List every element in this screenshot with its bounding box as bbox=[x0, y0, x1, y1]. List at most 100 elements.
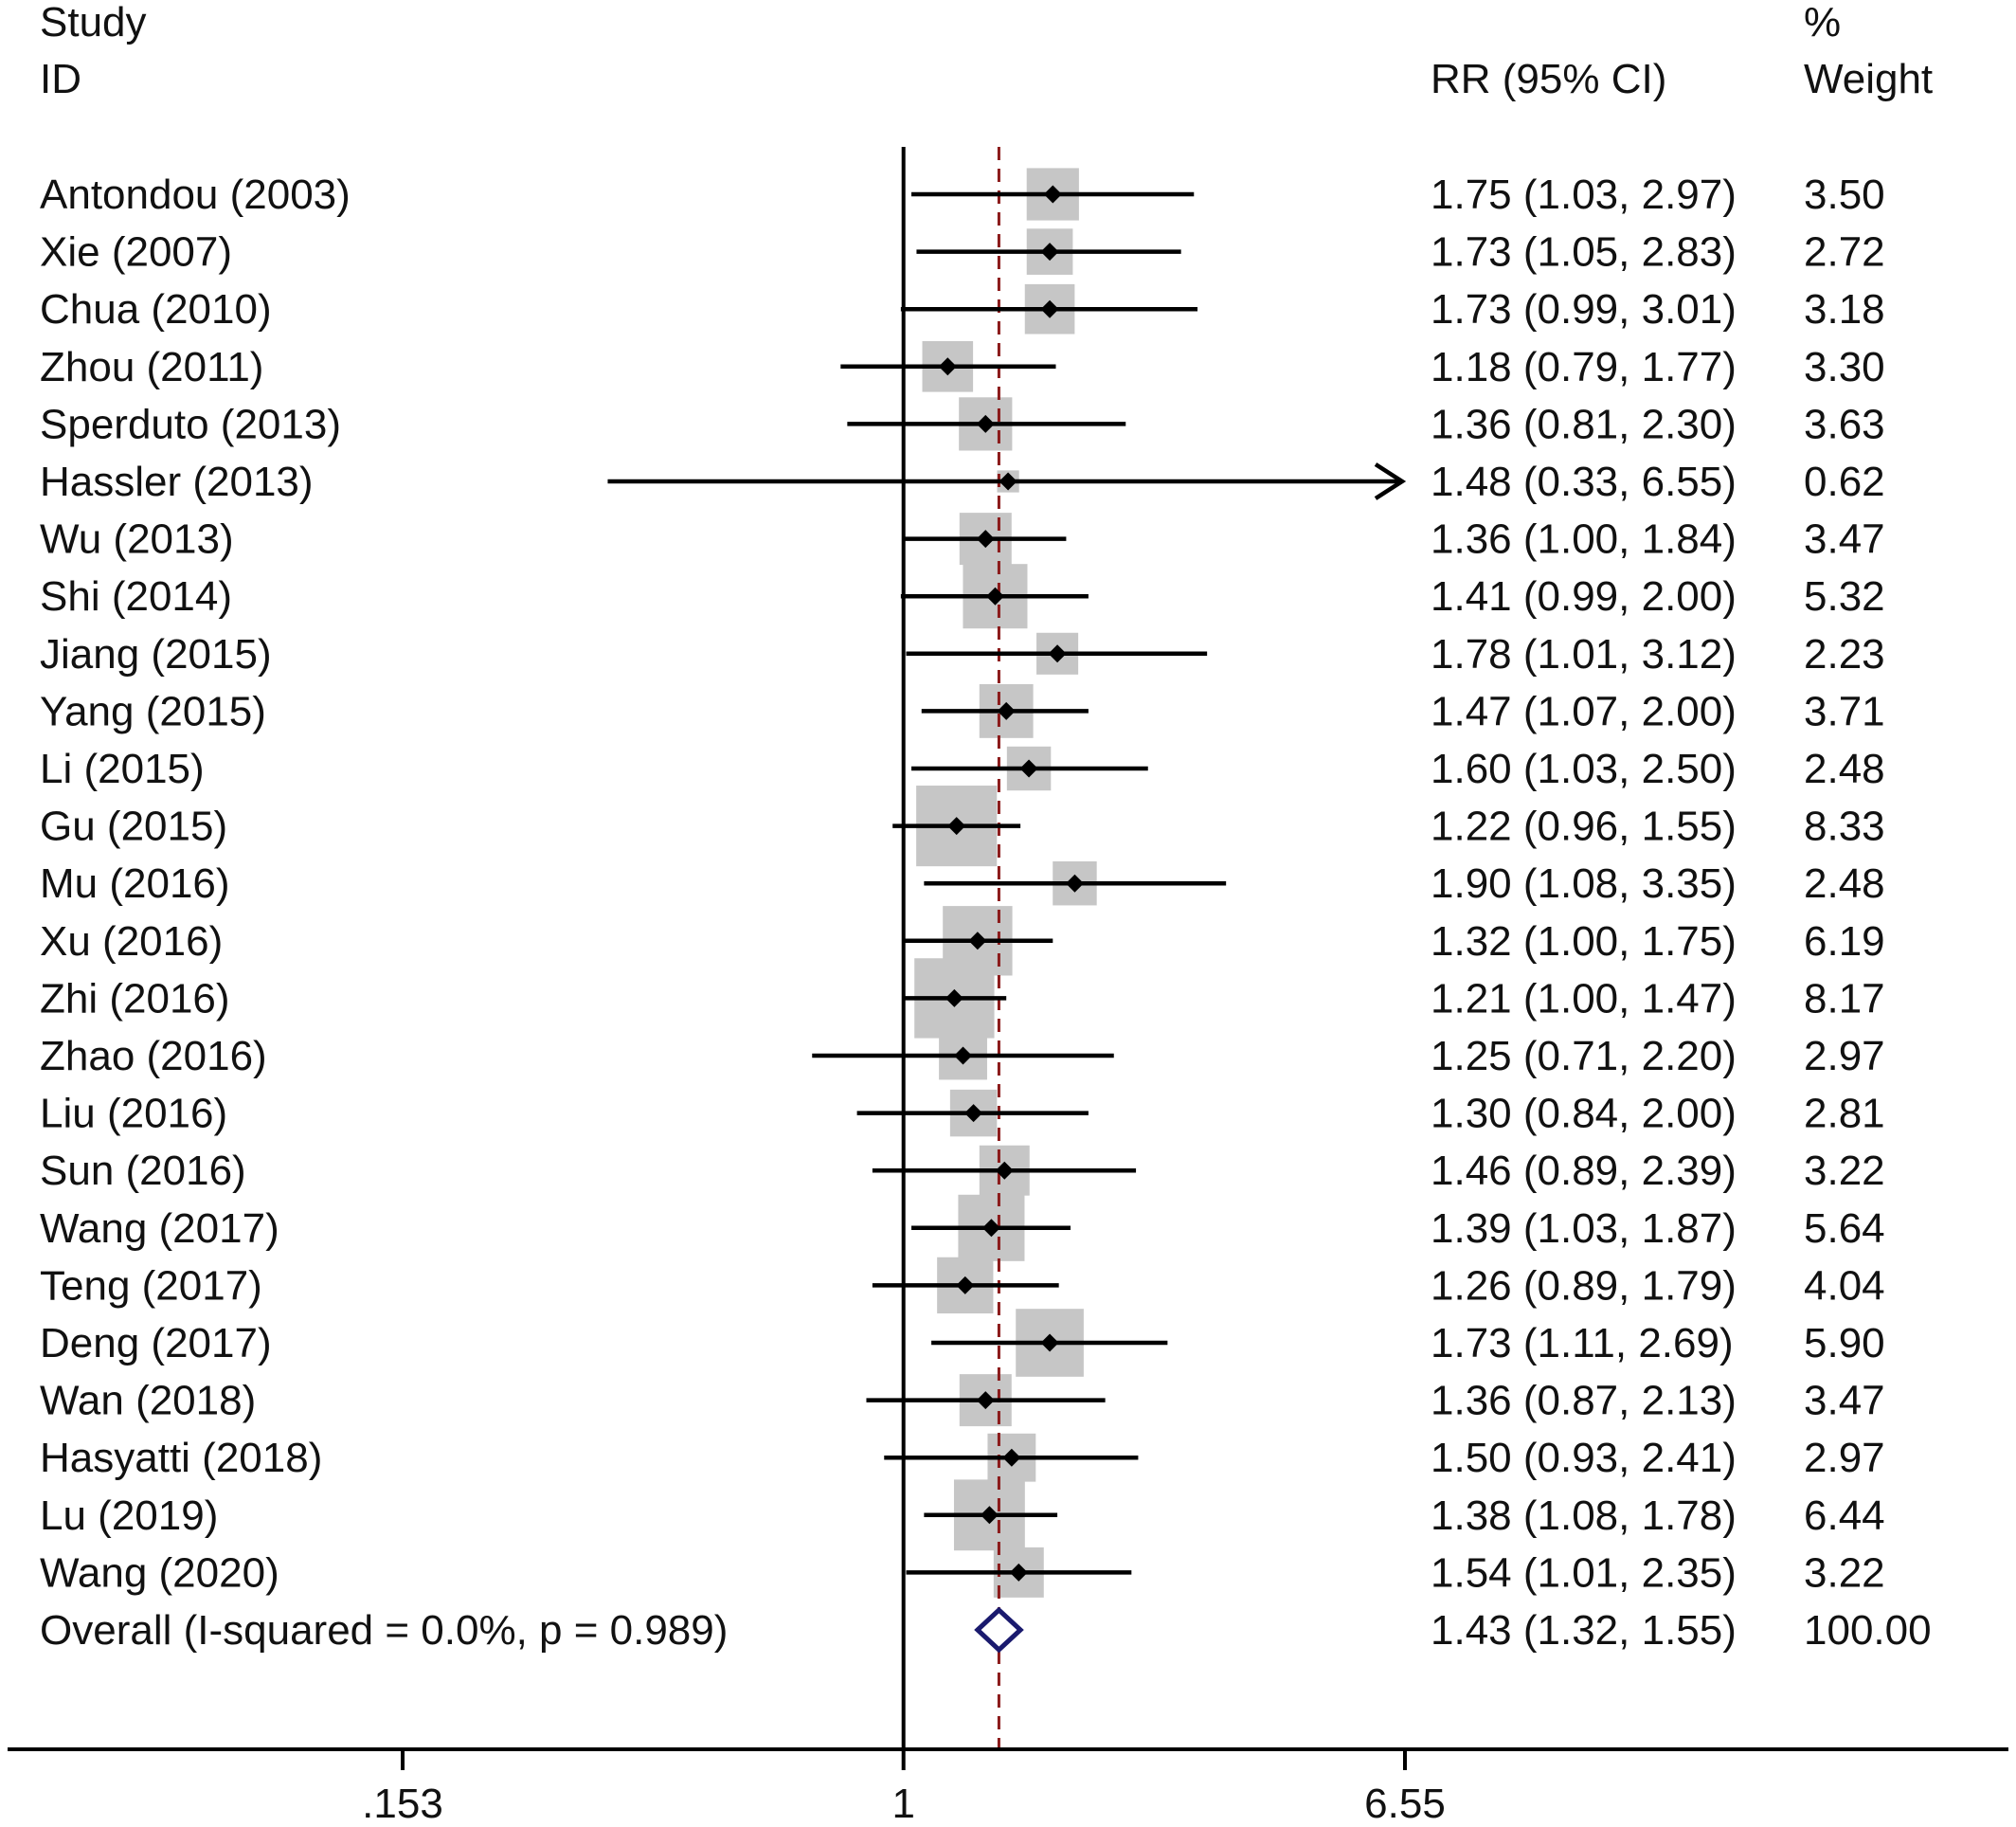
weight-text: 3.22 bbox=[1804, 1148, 1885, 1194]
ci-text: 1.48 (0.33, 6.55) bbox=[1431, 459, 1737, 505]
study-label: Wang (2017) bbox=[40, 1205, 279, 1252]
point-estimate bbox=[997, 701, 1016, 720]
point-estimate bbox=[1065, 874, 1084, 893]
weight-text: 5.64 bbox=[1804, 1205, 1885, 1252]
weight-text: 2.48 bbox=[1804, 746, 1885, 792]
ci-text: 1.41 (0.99, 2.00) bbox=[1431, 573, 1737, 620]
point-estimate bbox=[1019, 759, 1038, 778]
weight-text: 2.97 bbox=[1804, 1033, 1885, 1079]
column-headers: Study ID RR (95% CI) % Weight bbox=[40, 0, 1933, 102]
point-estimate bbox=[1009, 1563, 1028, 1582]
weight-text: 8.33 bbox=[1804, 804, 1885, 850]
row-labels: Antondou (2003) 1.75 (1.03, 2.97) 3.50 Xie … bbox=[40, 172, 1932, 1654]
point-estimate bbox=[1040, 243, 1059, 262]
point-estimate bbox=[954, 1046, 973, 1065]
study-label: Shi (2014) bbox=[40, 573, 232, 620]
header-study: Study bbox=[40, 0, 147, 45]
ci-text: 1.73 (1.11, 2.69) bbox=[1431, 1320, 1734, 1366]
ci-text: 1.36 (0.81, 2.30) bbox=[1431, 401, 1737, 447]
weight-text: 2.48 bbox=[1804, 860, 1885, 907]
weight-text: 6.19 bbox=[1804, 918, 1885, 965]
point-estimate bbox=[980, 1506, 999, 1525]
x-tick-label: 6.55 bbox=[1364, 1781, 1446, 1827]
overall-ci-text: 1.43 (1.32, 1.55) bbox=[1431, 1607, 1737, 1654]
study-label: Zhao (2016) bbox=[40, 1033, 267, 1079]
study-label: Wu (2013) bbox=[40, 516, 234, 563]
point-estimate bbox=[1043, 185, 1062, 204]
ci-text: 1.90 (1.08, 3.35) bbox=[1431, 860, 1737, 907]
weight-text: 2.72 bbox=[1804, 229, 1885, 276]
study-label: Deng (2017) bbox=[40, 1320, 272, 1366]
study-label: Sperduto (2013) bbox=[40, 401, 341, 447]
point-estimate bbox=[968, 932, 987, 950]
header-percent: % bbox=[1804, 0, 1841, 45]
point-estimate bbox=[976, 414, 995, 433]
point-estimate bbox=[1040, 1333, 1059, 1352]
weight-text: 2.81 bbox=[1804, 1091, 1885, 1137]
point-estimate bbox=[985, 587, 1004, 606]
weight-text: 3.50 bbox=[1804, 172, 1885, 218]
point-estimate bbox=[1002, 1448, 1021, 1467]
ci-arrow bbox=[1374, 462, 1407, 500]
ci-text: 1.36 (0.87, 2.13) bbox=[1431, 1378, 1737, 1424]
x-axis: .153 1 6.55 bbox=[8, 1747, 2008, 1827]
ci-text: 1.18 (0.79, 1.77) bbox=[1431, 344, 1737, 390]
weight-text: 2.97 bbox=[1804, 1435, 1885, 1481]
study-label: Hassler (2013) bbox=[40, 459, 314, 505]
ci-text: 1.73 (1.05, 2.83) bbox=[1431, 229, 1737, 276]
study-label: Gu (2015) bbox=[40, 804, 227, 850]
point-estimate bbox=[945, 988, 963, 1007]
reference-lines bbox=[901, 147, 1000, 1749]
ci-text: 1.22 (0.96, 1.55) bbox=[1431, 804, 1737, 850]
x-tick-label: 1 bbox=[891, 1781, 914, 1827]
study-label: Mu (2016) bbox=[40, 860, 230, 907]
point-estimate bbox=[947, 817, 966, 836]
weight-text: 8.17 bbox=[1804, 975, 1885, 1022]
ci-text: 1.21 (1.00, 1.47) bbox=[1431, 975, 1737, 1022]
study-label: Wan (2018) bbox=[40, 1378, 256, 1424]
ci-text: 1.46 (0.89, 2.39) bbox=[1431, 1148, 1737, 1194]
study-label: Xie (2007) bbox=[40, 229, 232, 276]
weight-text: 3.47 bbox=[1804, 1378, 1885, 1424]
weight-text: 3.22 bbox=[1804, 1549, 1885, 1596]
overall-weight-text: 100.00 bbox=[1804, 1607, 1932, 1654]
ci-text: 1.47 (1.07, 2.00) bbox=[1431, 688, 1737, 734]
study-label: Lu (2019) bbox=[40, 1492, 218, 1539]
point-estimate bbox=[976, 530, 995, 549]
x-tick-label: .153 bbox=[362, 1781, 443, 1827]
point-estimate bbox=[956, 1275, 975, 1294]
study-label: Teng (2017) bbox=[40, 1262, 262, 1309]
point-estimate bbox=[938, 357, 957, 376]
study-label: Zhou (2011) bbox=[40, 344, 263, 390]
header-id: ID bbox=[40, 56, 81, 102]
study-label: Zhi (2016) bbox=[40, 975, 230, 1022]
weight-text: 3.18 bbox=[1804, 286, 1885, 333]
study-label: Hasyatti (2018) bbox=[40, 1435, 322, 1481]
point-estimate bbox=[995, 1161, 1014, 1180]
header-rr-ci: RR (95% CI) bbox=[1431, 56, 1666, 102]
ci-text: 1.54 (1.01, 2.35) bbox=[1431, 1549, 1737, 1596]
study-label: Sun (2016) bbox=[40, 1148, 246, 1194]
weight-text: 3.63 bbox=[1804, 401, 1885, 447]
ci-text: 1.30 (0.84, 2.00) bbox=[1431, 1091, 1737, 1137]
ci-text: 1.26 (0.89, 1.79) bbox=[1431, 1262, 1737, 1309]
ci-text: 1.38 (1.08, 1.78) bbox=[1431, 1492, 1737, 1539]
weight-text: 2.23 bbox=[1804, 631, 1885, 678]
weight-text: 3.47 bbox=[1804, 516, 1885, 563]
ci-text: 1.32 (1.00, 1.75) bbox=[1431, 918, 1737, 965]
ci-text: 1.39 (1.03, 1.87) bbox=[1431, 1205, 1737, 1252]
ci-text: 1.50 (0.93, 2.41) bbox=[1431, 1435, 1737, 1481]
point-estimate bbox=[1040, 299, 1059, 318]
study-label: Chua (2010) bbox=[40, 286, 272, 333]
weight-text: 6.44 bbox=[1804, 1492, 1885, 1539]
weight-text: 0.62 bbox=[1804, 459, 1885, 505]
ci-text: 1.73 (0.99, 3.01) bbox=[1431, 286, 1737, 333]
weight-text: 5.90 bbox=[1804, 1320, 1885, 1366]
study-label: Jiang (2015) bbox=[40, 631, 272, 678]
point-estimate bbox=[999, 472, 1017, 491]
header-weight: Weight bbox=[1804, 56, 1933, 102]
ci-text: 1.78 (1.01, 3.12) bbox=[1431, 631, 1737, 678]
weight-text: 3.71 bbox=[1804, 688, 1885, 734]
study-label: Xu (2016) bbox=[40, 918, 223, 965]
